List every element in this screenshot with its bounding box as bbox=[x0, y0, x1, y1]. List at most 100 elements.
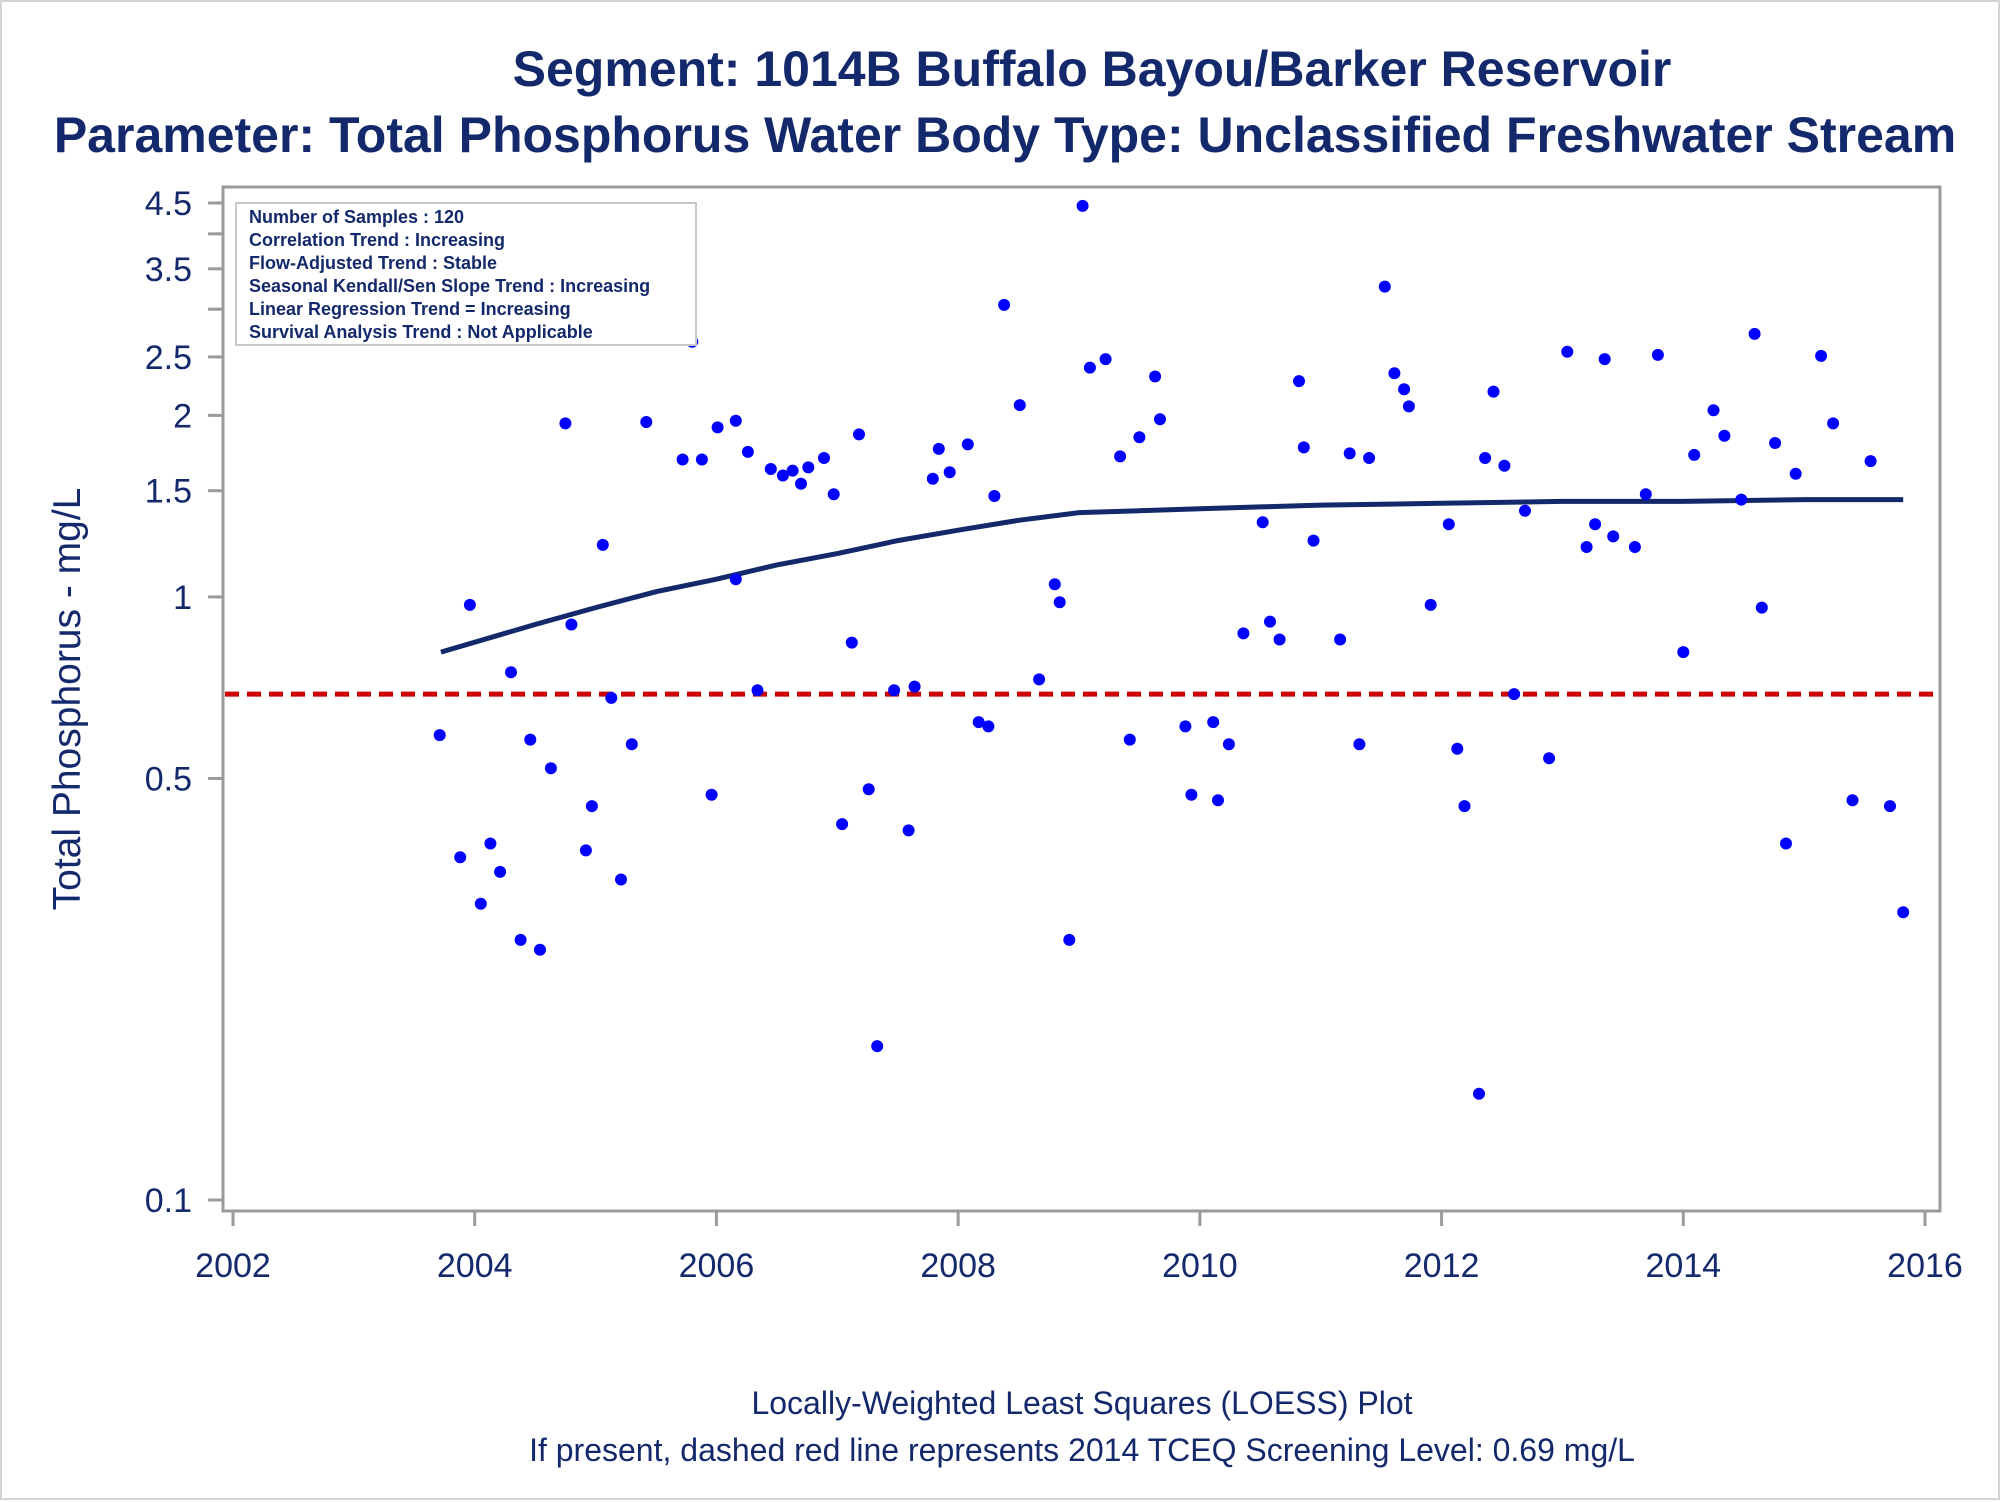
footnote-loess: Locally-Weighted Least Squares (LOESS) P… bbox=[751, 1385, 1412, 1421]
data-point bbox=[1334, 633, 1347, 646]
data-point bbox=[1297, 441, 1310, 454]
x-tick-label: 2010 bbox=[1162, 1247, 1238, 1285]
y-tick-label: 0.5 bbox=[145, 760, 192, 798]
data-point bbox=[1123, 733, 1136, 746]
data-point bbox=[1688, 448, 1701, 461]
x-tick-label: 2004 bbox=[437, 1247, 513, 1285]
data-point bbox=[998, 298, 1011, 311]
loess-trend-line bbox=[440, 497, 1904, 655]
data-point bbox=[1884, 800, 1896, 813]
y-tick-label: 1.5 bbox=[145, 473, 192, 511]
data-point bbox=[695, 453, 708, 466]
data-point bbox=[751, 684, 764, 697]
y-axis: 0.1 0.5 1 1.5 2 2.5 3.5 4.5 bbox=[145, 185, 223, 1220]
data-point bbox=[836, 818, 849, 831]
data-point bbox=[729, 414, 742, 427]
data-point bbox=[1543, 752, 1556, 765]
data-point bbox=[705, 788, 718, 801]
data-point bbox=[1149, 370, 1162, 383]
y-tick-label: 0.1 bbox=[145, 1182, 192, 1220]
data-point bbox=[1179, 720, 1192, 733]
data-point bbox=[1076, 199, 1089, 212]
y-tick-label: 4.5 bbox=[145, 185, 192, 223]
stats-box-border bbox=[235, 202, 697, 346]
data-point bbox=[1589, 518, 1602, 531]
data-point bbox=[676, 453, 689, 466]
data-point bbox=[505, 666, 517, 679]
data-point bbox=[1398, 383, 1411, 396]
stats-box: Number of Samples : 120 Correlation Tren… bbox=[235, 202, 697, 346]
data-point bbox=[1048, 578, 1061, 591]
data-point bbox=[902, 824, 915, 837]
data-point bbox=[853, 428, 865, 441]
data-point bbox=[1053, 596, 1066, 609]
data-point bbox=[982, 720, 995, 733]
stats-line: Seasonal Kendall/Sen Slope Trend : Incre… bbox=[249, 276, 650, 296]
data-point bbox=[932, 442, 945, 455]
data-point bbox=[1651, 348, 1664, 361]
data-point bbox=[1707, 404, 1720, 417]
data-point bbox=[1114, 450, 1127, 463]
data-point bbox=[494, 865, 507, 878]
y-axis-label: Total Phosphorus - mg/L bbox=[46, 488, 89, 911]
data-point bbox=[1222, 738, 1235, 751]
data-point bbox=[1212, 794, 1224, 807]
data-point bbox=[534, 943, 546, 956]
data-point bbox=[1264, 615, 1276, 628]
data-point bbox=[1237, 627, 1250, 640]
data-point bbox=[1639, 488, 1652, 501]
data-point bbox=[888, 684, 901, 697]
data-point bbox=[1498, 459, 1511, 472]
data-point bbox=[1487, 385, 1500, 398]
chart-title: Segment: 1014B Buffalo Bayou/Barker Rese… bbox=[513, 41, 1672, 97]
chart-subtitle: Parameter: Total Phosphorus Water Body T… bbox=[54, 107, 1956, 163]
data-point bbox=[1378, 280, 1391, 293]
data-point bbox=[1343, 447, 1356, 460]
stats-line: Survival Analysis Trend : Not Applicable bbox=[249, 322, 593, 342]
stats-line: Number of Samples : 120 bbox=[249, 207, 464, 227]
data-point bbox=[1013, 399, 1026, 412]
data-point bbox=[514, 933, 527, 946]
data-point bbox=[1607, 530, 1620, 543]
data-point bbox=[1363, 452, 1376, 464]
data-point bbox=[463, 598, 476, 611]
data-point bbox=[1769, 437, 1782, 449]
data-point bbox=[1353, 738, 1366, 751]
data-point bbox=[729, 573, 742, 586]
data-points bbox=[433, 199, 1910, 1100]
data-point bbox=[741, 445, 754, 458]
data-point bbox=[988, 490, 1001, 502]
data-point bbox=[1748, 327, 1761, 340]
data-point bbox=[943, 466, 956, 479]
data-point bbox=[1479, 452, 1492, 464]
data-point bbox=[1424, 598, 1437, 611]
data-point bbox=[1185, 788, 1198, 801]
data-point bbox=[1677, 646, 1690, 659]
data-point bbox=[1307, 534, 1320, 547]
data-point bbox=[961, 438, 974, 451]
data-point bbox=[1519, 504, 1531, 517]
x-tick-label: 2016 bbox=[1887, 1247, 1963, 1285]
data-point bbox=[1815, 349, 1828, 362]
data-point bbox=[1508, 688, 1521, 701]
data-point bbox=[1827, 417, 1840, 430]
x-tick-label: 2012 bbox=[1404, 1247, 1480, 1285]
data-point bbox=[1154, 413, 1166, 426]
data-point bbox=[818, 452, 830, 464]
data-point bbox=[579, 844, 592, 857]
data-point bbox=[1561, 345, 1574, 358]
data-point bbox=[1451, 742, 1464, 755]
data-point bbox=[585, 800, 598, 813]
data-point bbox=[1388, 367, 1401, 380]
data-point bbox=[786, 464, 799, 477]
data-point bbox=[433, 729, 446, 742]
data-point bbox=[1864, 455, 1877, 468]
data-point bbox=[454, 851, 467, 864]
data-point bbox=[908, 680, 921, 693]
data-point bbox=[1207, 716, 1220, 729]
data-point bbox=[1273, 633, 1286, 646]
data-point bbox=[1033, 673, 1046, 686]
data-point bbox=[1099, 353, 1112, 366]
data-point bbox=[605, 691, 618, 704]
